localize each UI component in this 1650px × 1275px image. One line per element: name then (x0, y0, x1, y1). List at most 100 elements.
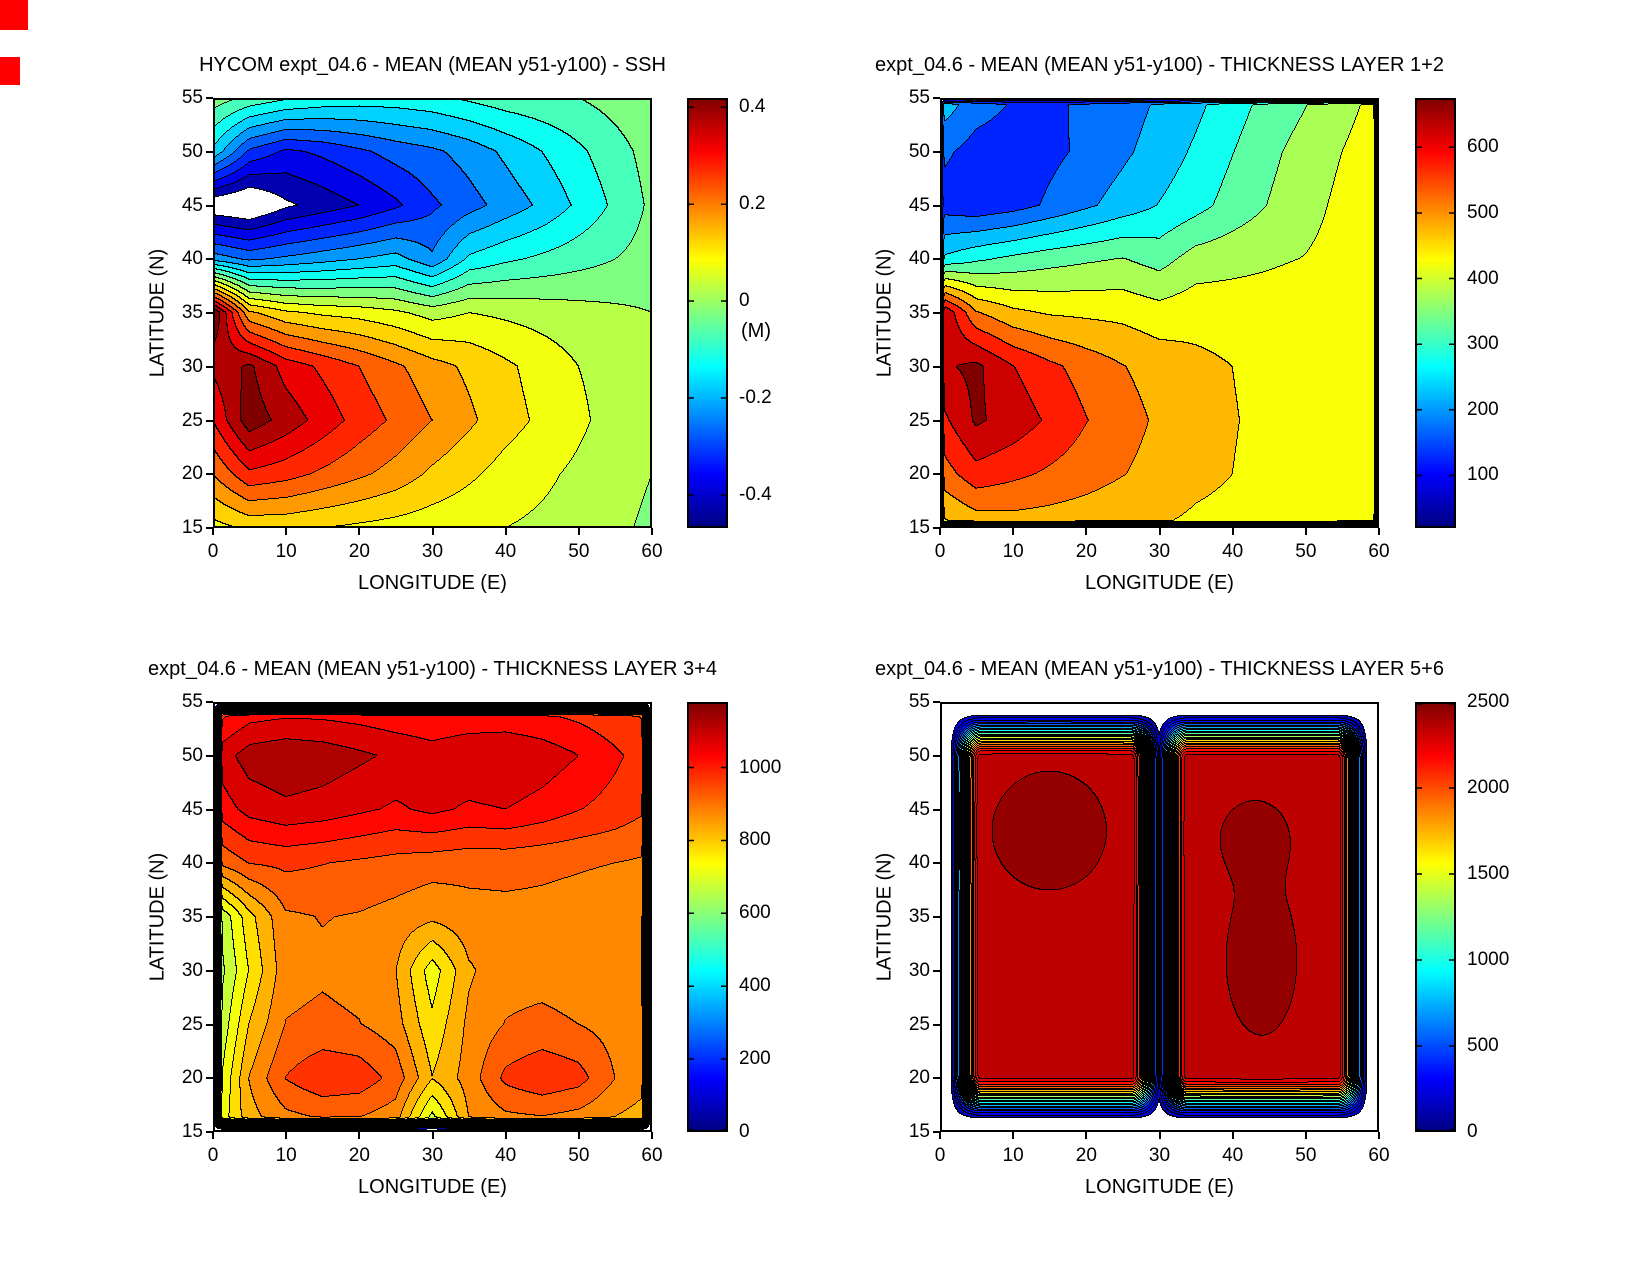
axis-tick-mark (1378, 1132, 1380, 1139)
x-tick-label: 60 (641, 1145, 663, 1166)
axis-tick-mark (1012, 528, 1015, 535)
axis-tick-mark (206, 1077, 213, 1080)
axis-tick-mark (285, 528, 288, 535)
x-tick-label: 10 (1002, 541, 1024, 562)
axis-tick-mark (206, 419, 213, 422)
y-tick-label: 15 (181, 517, 203, 538)
x-tick-label: 60 (641, 541, 663, 562)
y-tick-label: 15 (181, 1121, 203, 1142)
panel-title: expt_04.6 - MEAN (MEAN y51-y100) - THICK… (875, 658, 1444, 680)
x-tick-label: 30 (421, 1145, 444, 1166)
colorbar-tick-label: -0.4 (739, 484, 772, 506)
panel-title: expt_04.6 - MEAN (MEAN y51-y100) - THICK… (148, 658, 717, 680)
axis-tick-mark (206, 258, 213, 261)
axis-tick-mark (933, 258, 940, 261)
y-tick-label: 55 (908, 87, 930, 108)
axis-tick-mark (933, 1131, 940, 1133)
axis-tick-mark (933, 204, 940, 207)
axis-tick-mark (358, 1132, 361, 1139)
axis-tick-mark (206, 473, 213, 476)
x-tick-label: 10 (275, 541, 297, 562)
x-tick-label: 0 (207, 541, 219, 562)
y-tick-label: 50 (181, 744, 203, 766)
axis-tick-mark (206, 97, 213, 99)
colorbar-tick-label: 2500 (1467, 691, 1510, 712)
y-tick-label: 30 (181, 959, 203, 981)
x-tick-label: 60 (1368, 1145, 1390, 1166)
axis-tick-mark (933, 365, 940, 368)
colorbar-unit-label: (M) (741, 320, 771, 342)
y-tick-label: 30 (908, 959, 930, 981)
x-tick-label: 40 (1222, 541, 1244, 562)
y-tick-label: 20 (181, 1067, 203, 1089)
axis-tick-mark (933, 419, 940, 422)
x-tick-label: 20 (1075, 541, 1097, 562)
x-tick-label: 10 (1002, 1145, 1024, 1166)
colorbar-tick-label: 1500 (1467, 863, 1510, 884)
y-tick-label: 20 (908, 463, 930, 485)
y-tick-label: 40 (181, 248, 203, 270)
colorbar-tick-label: 2000 (1467, 777, 1510, 798)
y-tick-label: 30 (908, 355, 930, 377)
colorbar-tick-label: 400 (739, 975, 771, 997)
colorbar-tick-label: 1000 (739, 756, 782, 778)
x-axis-label: LONGITUDE (E) (358, 1176, 507, 1198)
axis-tick-mark (1231, 1132, 1234, 1139)
x-tick-label: 20 (1075, 1145, 1097, 1166)
y-tick-label: 35 (908, 906, 930, 927)
axis-tick-mark (431, 1132, 434, 1139)
axis-tick-mark (1085, 1132, 1088, 1139)
x-axis-label: LONGITUDE (E) (1085, 572, 1234, 594)
axis-tick-mark (206, 969, 213, 972)
x-axis-label: LONGITUDE (E) (1085, 1176, 1234, 1198)
axis-tick-mark (206, 204, 213, 207)
colorbar-tick-label: 500 (1467, 1035, 1499, 1056)
axis-tick-mark (212, 528, 214, 535)
colorbar-tick-label: 500 (1467, 201, 1499, 223)
y-tick-label: 35 (181, 906, 203, 927)
y-tick-label: 25 (181, 409, 203, 431)
axis-tick-mark (212, 1132, 214, 1139)
colorbar (687, 98, 728, 528)
x-tick-label: 10 (275, 1145, 297, 1166)
axis-tick-mark (206, 365, 213, 368)
colorbar-tick-label: 0 (739, 290, 750, 312)
axis-tick-mark (933, 754, 940, 757)
colorbar (1415, 98, 1456, 528)
colorbar-tick-label: 0 (1467, 1121, 1478, 1142)
axis-tick-mark (206, 312, 213, 314)
colorbar-tick-label: 200 (739, 1048, 771, 1070)
axis-tick-mark (933, 473, 940, 476)
y-tick-label: 20 (908, 1067, 930, 1089)
y-tick-label: 50 (908, 744, 930, 766)
x-tick-label: 40 (495, 1145, 517, 1166)
axis-tick-mark (431, 528, 434, 535)
x-tick-label: 30 (421, 541, 444, 562)
axis-tick-mark (933, 916, 940, 918)
axis-tick-mark (285, 1132, 288, 1139)
panel-title: expt_04.6 - MEAN (MEAN y51-y100) - THICK… (875, 54, 1444, 76)
axis-tick-mark (206, 527, 213, 529)
colorbar-tick-label: 200 (1467, 398, 1499, 420)
axis-tick-mark (933, 1023, 940, 1026)
colorbar-tick-label: 100 (1467, 464, 1499, 486)
screen-artifact (0, 57, 20, 85)
axis-tick-mark (1085, 528, 1088, 535)
colorbar (687, 702, 728, 1132)
y-tick-label: 35 (181, 302, 203, 323)
x-tick-label: 0 (934, 1145, 946, 1166)
contour-plot-canvas (940, 98, 1379, 528)
axis-tick-mark (358, 528, 361, 535)
x-tick-label: 30 (1148, 541, 1171, 562)
axis-tick-mark (206, 862, 213, 865)
axis-tick-mark (1378, 528, 1380, 535)
x-tick-label: 0 (934, 541, 946, 562)
axis-tick-mark (933, 808, 940, 811)
colorbar-tick-label: 600 (1467, 136, 1499, 158)
x-tick-label: 30 (1148, 1145, 1171, 1166)
colorbar-tick-label: 400 (1467, 267, 1499, 289)
axis-tick-mark (651, 1132, 653, 1139)
y-tick-label: 20 (181, 463, 203, 485)
axis-tick-mark (206, 701, 213, 703)
axis-tick-mark (933, 701, 940, 703)
